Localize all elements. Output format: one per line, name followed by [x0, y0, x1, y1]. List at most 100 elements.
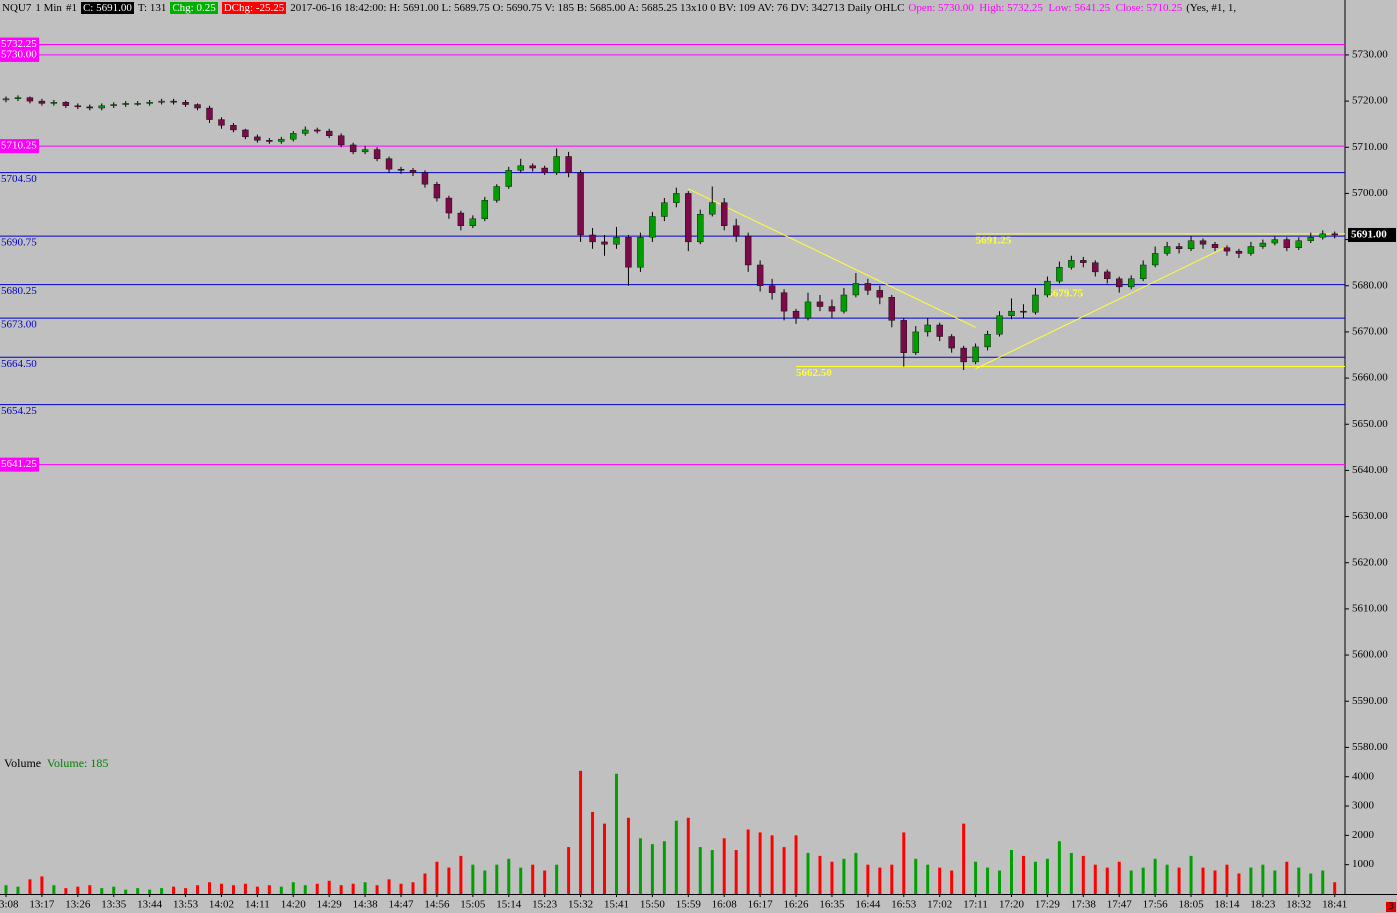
x-tick-label: 14:29 [317, 899, 343, 911]
last-price-label: 5691.00 [1351, 228, 1387, 240]
volume-readout: Volume: 185 [46, 756, 109, 770]
candle-body [1116, 278, 1123, 288]
volume-bar [794, 835, 798, 894]
volume-bar [172, 886, 176, 894]
volume-bar [1129, 870, 1133, 894]
volume-bar [650, 844, 654, 894]
volume-tick-label: 3000 [1352, 800, 1375, 812]
candle-body [1187, 240, 1195, 250]
volume-bar [830, 861, 834, 894]
volume-bar [962, 823, 966, 894]
candle-body [1092, 262, 1099, 273]
volume-bar [1273, 870, 1277, 894]
volume-bar [543, 870, 547, 894]
candle-body [2, 98, 10, 101]
x-tick-label: 18:14 [1214, 899, 1240, 911]
candle-body [1259, 242, 1267, 247]
y-tick-label: 5590.00 [1352, 695, 1388, 707]
volume-tick-label: 1000 [1352, 858, 1375, 870]
annotation-label: 5691.25 [976, 234, 1012, 246]
candle-body [864, 283, 872, 291]
candle-body [1295, 240, 1302, 248]
volume-bar [160, 888, 164, 894]
volume-bar [52, 885, 56, 894]
candle-body [852, 283, 860, 296]
x-tick-label: 18:23 [1250, 899, 1276, 911]
y-tick-label: 5660.00 [1352, 372, 1388, 384]
volume-bar [722, 838, 726, 894]
candle-body [1068, 260, 1075, 268]
candle-body [206, 107, 213, 120]
volume-bar [243, 883, 247, 894]
y-tick-label: 5700.00 [1352, 187, 1388, 199]
volume-bar [40, 876, 44, 894]
volume-bar [986, 867, 990, 894]
level-label: 5680.25 [1, 285, 37, 297]
level-label-box [0, 139, 39, 154]
candle-body [385, 158, 393, 170]
volume-bar [1201, 867, 1205, 894]
candle-body [230, 125, 237, 131]
volume-bar [1010, 850, 1014, 894]
volume-bar [207, 882, 211, 894]
y-tick-label: 5610.00 [1352, 602, 1388, 614]
corner-badge: 3 [1386, 902, 1396, 912]
volume-bar [1105, 867, 1109, 894]
y-tick-label: 5620.00 [1352, 556, 1388, 568]
trendline [688, 188, 976, 328]
extra: (Yes, #1, 1, [1186, 2, 1237, 14]
x-tick-label: 17:47 [1107, 899, 1133, 911]
volume-bar [1093, 864, 1097, 894]
candle-body [996, 315, 1003, 335]
level-label-box [0, 457, 39, 472]
x-tick-label: 13:17 [29, 899, 55, 911]
candle-body [529, 165, 536, 169]
candle-body [457, 212, 465, 226]
y-tick-label: 5580.00 [1352, 741, 1388, 753]
volume-bar [626, 817, 630, 894]
candle-body [278, 138, 285, 142]
x-tick-label: 14:11 [245, 899, 270, 911]
candle-body [170, 100, 177, 103]
volume-bar [1249, 867, 1253, 894]
candle-body [337, 135, 345, 146]
level-label: 5704.50 [1, 173, 37, 185]
volume-bar [734, 850, 738, 894]
volume-bar [698, 847, 702, 894]
volume-tick-label: 2000 [1352, 829, 1375, 841]
volume-bar [88, 885, 92, 894]
level-label: 5641.25 [1, 458, 37, 470]
y-tick-label: 5640.00 [1352, 464, 1388, 476]
volume-bar [148, 889, 152, 894]
volume-bar [507, 858, 511, 894]
volume-bar [519, 867, 523, 894]
candle-body [1175, 246, 1183, 250]
volume-bar [112, 886, 116, 894]
candle-body [1199, 240, 1207, 245]
volume-bar [279, 886, 283, 894]
candle-body [517, 165, 524, 171]
candle-body [290, 133, 297, 140]
candle-body [469, 218, 477, 226]
x-tick-label: 17:29 [1035, 899, 1061, 911]
volume-bar [878, 867, 882, 894]
candle-body [1163, 246, 1171, 254]
candle-body [744, 235, 752, 266]
candle-body [1211, 244, 1219, 248]
candle-body [314, 129, 321, 132]
volume-bar [1261, 864, 1265, 894]
level-label: 5730.00 [1, 48, 37, 60]
candle-body [637, 237, 644, 268]
candle-body [960, 347, 967, 363]
candle-body [26, 97, 34, 102]
volume-bar [603, 823, 607, 894]
volume-bar [758, 832, 762, 894]
candle-body [1271, 239, 1279, 244]
candle-body [266, 140, 273, 142]
volume-bar [1045, 858, 1049, 894]
candle-body [1283, 239, 1291, 248]
symbol: NQU7 [2, 2, 32, 14]
candle-body [553, 156, 560, 173]
volume-bar [363, 882, 367, 894]
volume-bar [459, 855, 463, 894]
